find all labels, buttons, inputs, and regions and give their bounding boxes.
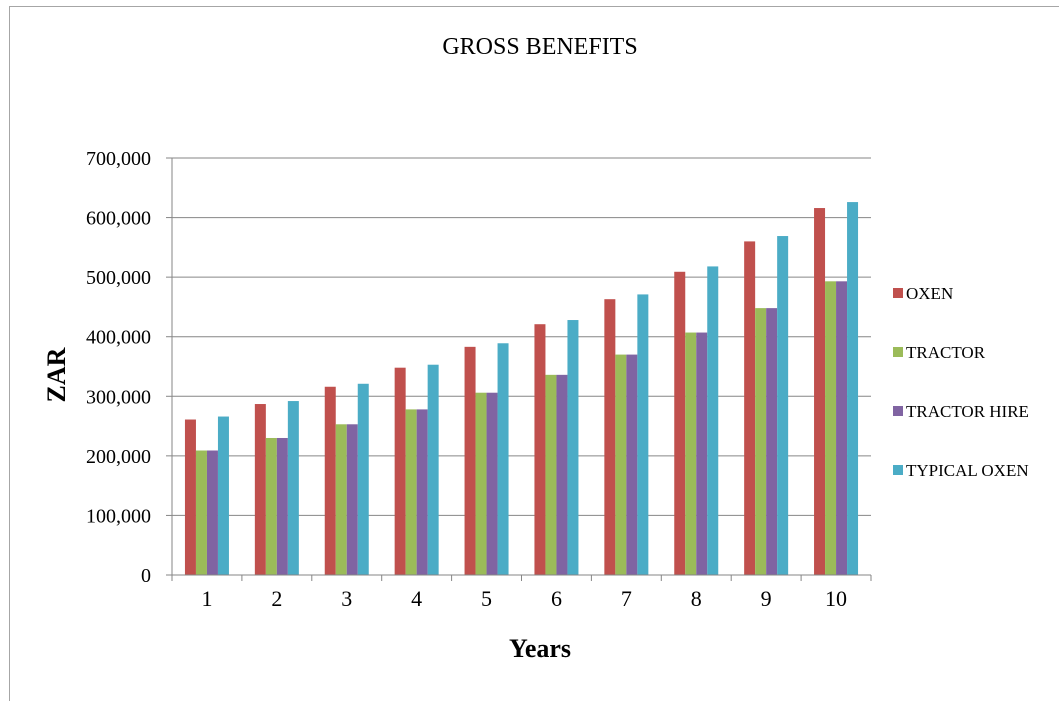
- chart-frame: [9, 6, 1059, 701]
- legend-label: OXEN: [906, 284, 953, 303]
- legend-label: TRACTOR: [906, 343, 986, 362]
- y-tick-label: 500,000: [86, 267, 151, 289]
- bar-typical-oxen-year-9: [777, 236, 789, 575]
- bar-typical-oxen-year-5: [497, 343, 509, 575]
- bar-tractor-hire-year-1: [206, 450, 218, 575]
- bar-typical-oxen-year-3: [357, 383, 369, 575]
- bar-tractor-hire-year-4: [416, 409, 428, 575]
- bar-tractor-hire-year-7: [626, 354, 638, 575]
- bar-tractor-year-9: [755, 308, 767, 575]
- legend: OXEN TRACTOR TRACTOR HIRE TYPICAL OXEN: [893, 284, 1029, 480]
- bar-tractor-hire-year-9: [766, 308, 778, 575]
- bar-oxen-year-6: [534, 324, 546, 575]
- bar-tractor-year-6: [545, 374, 557, 575]
- bar-oxen-year-1: [184, 419, 196, 575]
- bar-tractor-year-1: [195, 450, 207, 575]
- x-tick-label: 10: [825, 586, 847, 611]
- bar-tractor-hire-year-10: [836, 281, 848, 575]
- bar-typical-oxen-year-8: [707, 266, 719, 575]
- bar-oxen-year-10: [814, 208, 826, 576]
- x-tick-label: 1: [201, 586, 212, 611]
- y-axis-label: ZAR: [42, 347, 71, 402]
- y-tick-label: 0: [141, 565, 151, 587]
- y-tick-label: 200,000: [86, 446, 151, 468]
- x-tick-label: 7: [621, 586, 632, 611]
- bar-tractor-year-8: [685, 332, 697, 575]
- bar-tractor-year-5: [475, 392, 487, 575]
- bar-tractor-hire-year-5: [486, 392, 498, 575]
- y-tick-label: 300,000: [86, 386, 151, 408]
- bar-oxen-year-3: [324, 386, 336, 575]
- bar-tractor-year-10: [825, 281, 837, 575]
- bar-oxen-year-8: [674, 271, 686, 575]
- axes: [166, 157, 872, 581]
- y-tick-label: 100,000: [86, 505, 151, 527]
- legend-label: TYPICAL OXEN: [906, 461, 1029, 480]
- chart-title: GROSS BENEFITS: [442, 34, 637, 60]
- bar-tractor-year-3: [335, 424, 347, 575]
- legend-label: TRACTOR HIRE: [906, 402, 1029, 421]
- x-tick-label: 9: [761, 586, 772, 611]
- bar-tractor-hire-year-6: [556, 374, 568, 575]
- legend-swatch: [893, 465, 903, 475]
- x-tick-label: 5: [481, 586, 492, 611]
- bar-oxen-year-9: [744, 241, 756, 575]
- x-tick-label: 6: [551, 586, 562, 611]
- bar-tractor-hire-year-8: [696, 332, 708, 575]
- bar-typical-oxen-year-2: [287, 401, 299, 575]
- legend-swatch: [893, 347, 903, 357]
- bar-typical-oxen-year-10: [847, 202, 859, 575]
- bar-oxen-year-2: [254, 404, 266, 575]
- bar-tractor-year-4: [405, 409, 417, 575]
- x-tick-label: 8: [691, 586, 702, 611]
- bar-typical-oxen-year-1: [217, 416, 229, 575]
- bar-oxen-year-7: [604, 299, 616, 575]
- bar-typical-oxen-year-7: [637, 294, 649, 575]
- bar-tractor-hire-year-2: [276, 437, 288, 575]
- legend-swatch: [893, 406, 903, 416]
- x-tick-label: 2: [271, 586, 282, 611]
- bar-tractor-hire-year-3: [346, 424, 358, 575]
- y-tick-label: 400,000: [86, 327, 151, 349]
- x-tick-label: 3: [341, 586, 352, 611]
- x-axis-label: Years: [509, 634, 571, 663]
- bar-oxen-year-5: [464, 346, 476, 575]
- y-tick-label: 600,000: [86, 208, 151, 230]
- bar-tractor-year-2: [265, 437, 277, 575]
- y-tick-label: 700,000: [86, 148, 151, 170]
- bar-oxen-year-4: [394, 367, 406, 575]
- legend-swatch: [893, 288, 903, 298]
- bar-typical-oxen-year-4: [427, 364, 439, 575]
- bar-tractor-year-7: [615, 354, 627, 575]
- x-tick-label: 4: [411, 586, 422, 611]
- x-tick-labels: 1 2 3 4 5 6 7 8 9 10: [201, 586, 847, 611]
- bars: [184, 202, 859, 576]
- bar-typical-oxen-year-6: [567, 320, 579, 575]
- y-tick-labels: 0 100,000 200,000 300,000 400,000 500,000 600,…: [86, 148, 151, 587]
